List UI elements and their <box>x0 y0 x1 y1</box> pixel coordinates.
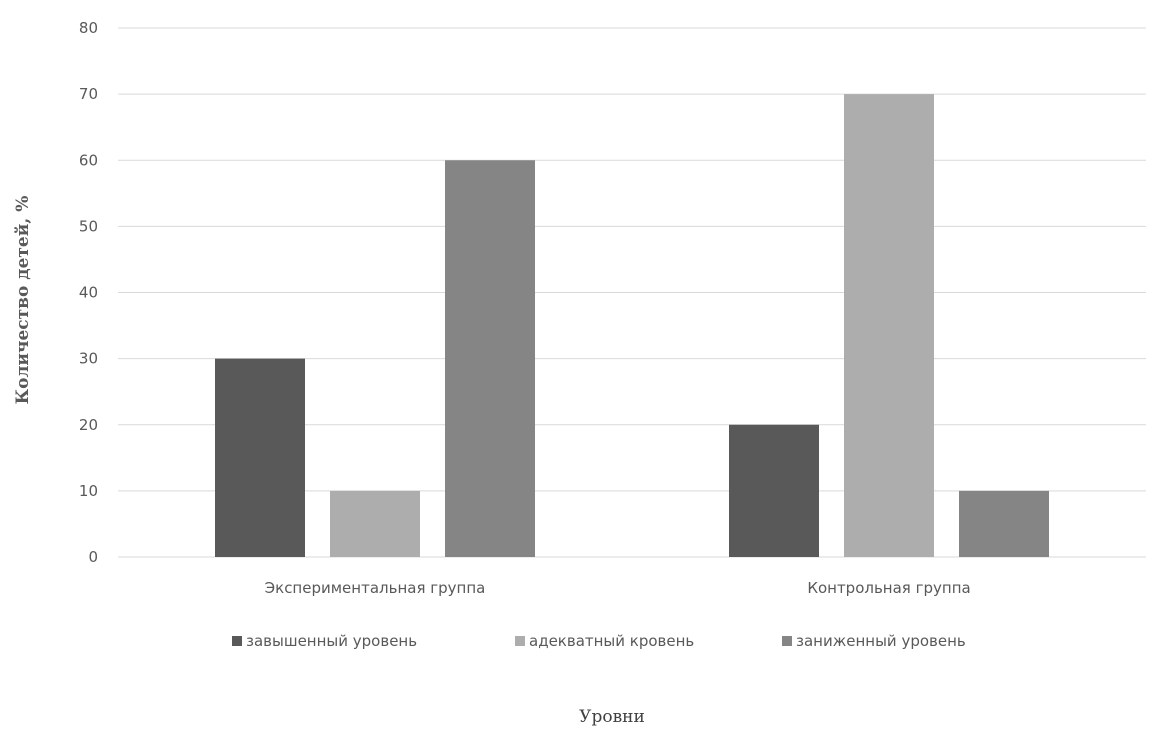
x-category-label: Контрольная группа <box>807 579 970 597</box>
bars <box>215 94 1049 557</box>
legend-label-3: заниженный уровень <box>796 632 966 650</box>
legend-swatch-2 <box>515 636 525 646</box>
y-tick-label: 30 <box>79 350 98 368</box>
legend-label-2: адекватный кровень <box>529 632 694 650</box>
y-axis-title: Количество детей, % <box>13 196 33 405</box>
legend: завышенный уровень адекватный кровень зани… <box>232 632 966 650</box>
y-tick-label: 10 <box>79 482 98 500</box>
y-tick-label: 80 <box>79 19 98 37</box>
y-tick-label: 60 <box>79 151 98 169</box>
x-axis-categories: Экспериментальная группа Контрольная груп… <box>265 579 971 597</box>
legend-swatch-1 <box>232 636 242 646</box>
y-tick-label: 40 <box>79 284 98 302</box>
y-tick-label: 20 <box>79 416 98 434</box>
bar-experimental-series-1 <box>215 358 305 557</box>
x-category-label: Экспериментальная группа <box>265 579 486 597</box>
bar-experimental-series-2 <box>330 490 420 557</box>
legend-label-1: завышенный уровень <box>246 632 417 650</box>
bar-control-series-3 <box>959 490 1049 557</box>
y-axis-ticks: 0 10 20 30 40 50 60 70 80 <box>79 19 98 566</box>
y-tick-label: 50 <box>79 217 98 235</box>
y-tick-label: 0 <box>88 548 98 566</box>
y-tick-label: 70 <box>79 85 98 103</box>
x-axis-title: Уровни <box>579 707 645 727</box>
legend-swatch-3 <box>782 636 792 646</box>
bar-control-series-2 <box>844 94 934 557</box>
bar-control-series-1 <box>729 424 819 557</box>
bar-experimental-series-3 <box>445 160 535 557</box>
